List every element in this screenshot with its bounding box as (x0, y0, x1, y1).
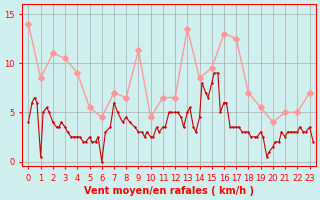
X-axis label: Vent moyen/en rafales ( km/h ): Vent moyen/en rafales ( km/h ) (84, 186, 254, 196)
